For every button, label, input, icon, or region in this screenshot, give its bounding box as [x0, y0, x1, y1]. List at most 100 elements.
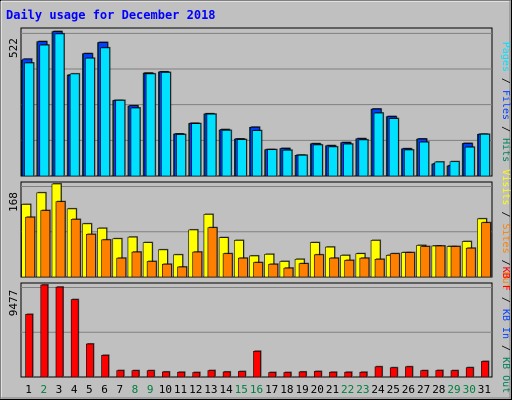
- pages-bar: [434, 161, 445, 177]
- pages-bar: [145, 73, 156, 177]
- pages-bar: [130, 107, 141, 177]
- x-tick-label: 1: [25, 383, 32, 396]
- sites-bar: [70, 219, 81, 278]
- sites-bar: [283, 267, 294, 278]
- legend-entry: /: [500, 72, 511, 90]
- sites-bar: [268, 263, 278, 278]
- panel-1: 522 Pages / Files / Hits: [7, 27, 511, 177]
- sites-bar: [405, 252, 415, 278]
- pages-bar: [328, 146, 338, 177]
- sites-bar: [146, 261, 157, 278]
- x-tick-label: 26: [402, 383, 415, 396]
- legend-entry: KB F: [500, 267, 511, 291]
- sites-bar: [207, 227, 218, 278]
- kbin-bar: [40, 284, 49, 378]
- kbin-bar: [481, 361, 489, 378]
- pages-bar: [419, 141, 429, 177]
- sites-bar: [222, 253, 233, 278]
- legend: KB F / KB In / KB Out: [500, 267, 511, 393]
- x-tick-label: 3: [56, 383, 63, 396]
- pages-bar: [85, 57, 95, 177]
- sites-bar: [420, 246, 430, 278]
- x-tick-label: 17: [265, 383, 278, 396]
- sites-bar: [162, 263, 172, 278]
- x-tick-label: 4: [71, 383, 78, 396]
- pages-bar: [480, 134, 490, 177]
- kbin-bar: [86, 343, 94, 378]
- kbin-bar: [283, 372, 292, 378]
- x-tick-label: 19: [295, 383, 308, 396]
- pages-bar: [100, 47, 110, 177]
- x-tick-label: 22: [341, 383, 354, 396]
- pages-bar: [252, 130, 262, 177]
- panel-3: 9477 KB F / KB In / KB Out: [7, 267, 511, 393]
- sites-bar: [344, 260, 354, 278]
- kbin-bar: [465, 367, 474, 378]
- legend-entry: /: [500, 291, 511, 309]
- pages-bar: [297, 155, 308, 177]
- kbin-bar: [192, 372, 201, 378]
- kbin-bar: [389, 367, 398, 378]
- kbin-bar: [70, 299, 79, 378]
- legend-entry: /: [500, 205, 511, 223]
- x-tick-label: 6: [101, 383, 108, 396]
- sites-bar: [40, 210, 51, 278]
- pages-bar: [358, 139, 369, 177]
- pages-bar: [373, 112, 384, 177]
- kbin-bar: [238, 371, 246, 378]
- pages-bar: [176, 134, 186, 177]
- x-tick-label: 20: [311, 383, 324, 396]
- kbin-bar: [146, 370, 155, 378]
- y-max-label: 168: [7, 192, 20, 212]
- kbin-bar: [450, 370, 459, 378]
- pages-bar: [54, 33, 65, 177]
- pages-bar: [237, 139, 247, 177]
- sites-bar: [359, 257, 370, 278]
- sites-bar: [86, 234, 96, 278]
- sites-bar: [450, 246, 461, 278]
- kbin-bar: [55, 286, 64, 378]
- pages-bar: [115, 100, 126, 177]
- x-tick-label: 23: [356, 383, 369, 396]
- pages-bar: [404, 149, 414, 177]
- pages-bar: [282, 149, 293, 177]
- kbin-bar: [359, 371, 368, 378]
- pages-bar: [312, 144, 323, 177]
- sites-bar: [101, 239, 111, 278]
- legend-entry: Pages: [500, 42, 511, 72]
- sites-bar: [374, 258, 385, 278]
- sites-bar: [131, 251, 142, 278]
- sites-bar: [435, 245, 446, 278]
- pages-bar: [449, 161, 460, 177]
- pages-bar: [267, 149, 277, 177]
- chart-title: Daily usage for December 2018: [6, 8, 216, 22]
- x-tick-label: 24: [371, 383, 385, 396]
- x-tick-label: 18: [280, 383, 293, 396]
- pages-bar: [221, 130, 232, 177]
- kbin-bar: [405, 366, 413, 378]
- x-tick-label: 30: [463, 383, 476, 396]
- x-tick-label: 15: [235, 383, 248, 396]
- legend-entry: Files: [500, 90, 511, 120]
- legend-entry: Out: [500, 272, 511, 290]
- kbin-bar: [329, 371, 337, 378]
- kbin-bar: [344, 371, 352, 378]
- sites-bar: [116, 257, 127, 278]
- kbin-bar: [313, 371, 322, 378]
- sites-bar: [55, 201, 66, 278]
- legend: Pages / Files / Hits: [500, 42, 511, 162]
- sites-bar: [298, 263, 309, 278]
- legend-entry: KB In: [500, 309, 511, 339]
- x-tick-label: 31: [478, 383, 491, 396]
- panel-2: 168 Visits / Sites / Out: [7, 169, 511, 289]
- legend-entry: Hits: [500, 138, 511, 162]
- legend-entry: /: [500, 254, 511, 272]
- legend-entry: Sites: [500, 223, 511, 253]
- y-max-label: 522: [7, 38, 20, 58]
- kbin-bar: [207, 370, 216, 378]
- sites-bar: [192, 251, 203, 278]
- x-tick-label: 9: [147, 383, 154, 396]
- kbin-bar: [101, 355, 109, 378]
- kbin-bar: [268, 372, 276, 378]
